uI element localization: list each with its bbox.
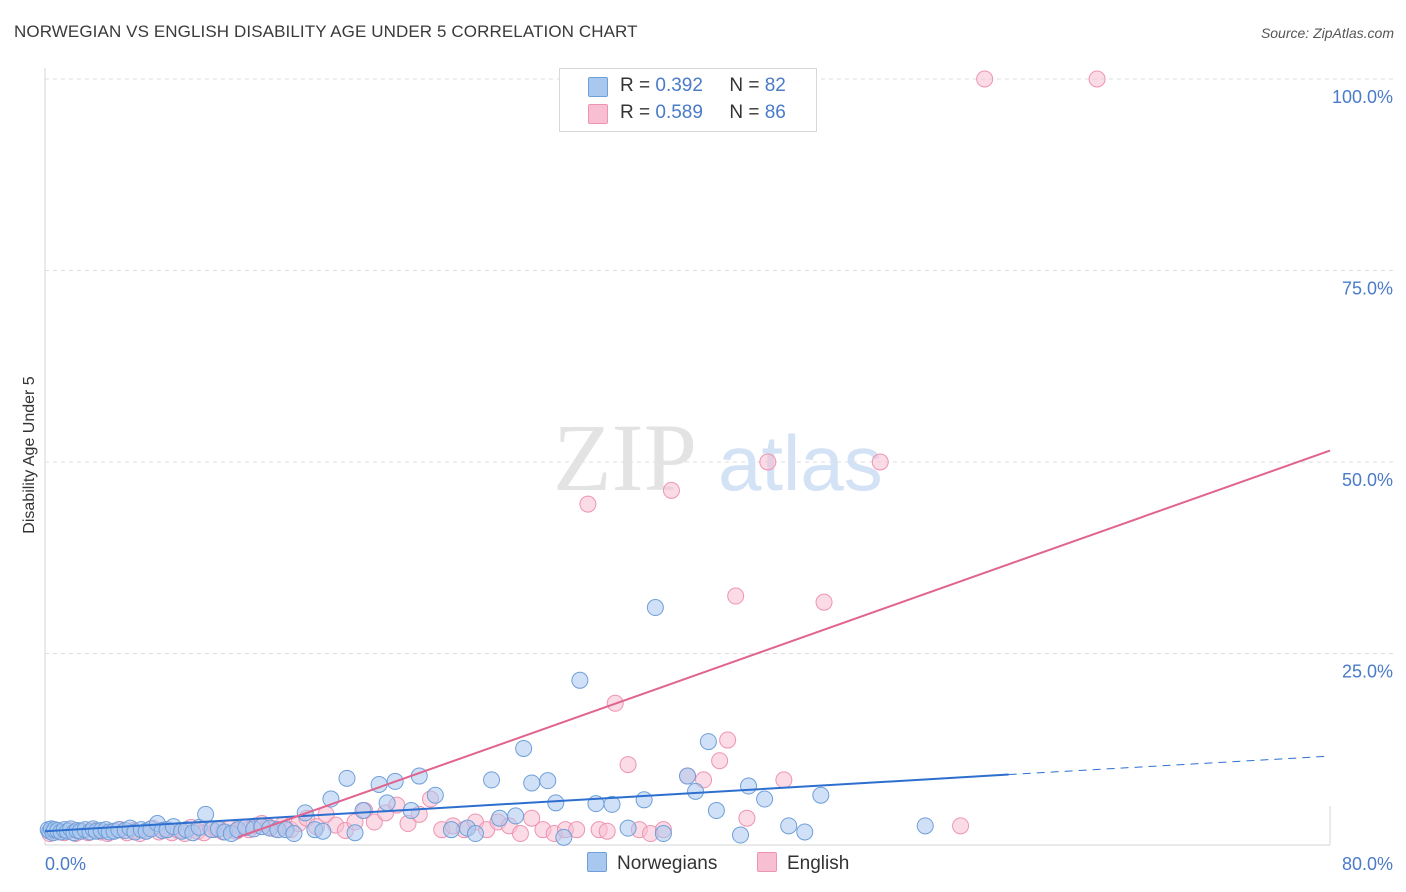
english-point — [1088, 70, 1106, 88]
y-tick-label: 100.0% — [1332, 87, 1393, 107]
norwegian-point — [646, 599, 664, 617]
legend-r-label: R = — [620, 75, 651, 96]
bottom-legend-english: English — [757, 852, 849, 875]
bottom-swatch-english — [757, 852, 777, 872]
english-point — [719, 731, 737, 749]
english-point — [815, 593, 833, 611]
norwegian-point — [740, 777, 758, 795]
y-tick-labels: 25.0% 50.0% 75.0% 100.0% — [1332, 87, 1393, 682]
english-point — [365, 813, 383, 831]
legend-r-label: R = — [620, 102, 651, 123]
norwegian-point — [780, 817, 798, 835]
x-tick-label: 0.0% — [45, 854, 86, 874]
norwegian-point — [916, 817, 934, 835]
norwegian-point — [515, 739, 533, 757]
norwegian-point — [539, 772, 557, 790]
watermark: ZIP atlas — [553, 404, 883, 511]
correlation-legend: R = 0.392 N = 82 R = 0.589 N = 86 — [559, 68, 817, 132]
norwegian-point — [603, 795, 621, 813]
english-point — [662, 481, 680, 499]
norwegian-point — [442, 821, 460, 839]
norwegian-point — [483, 771, 501, 789]
norwegian-point — [491, 809, 509, 827]
english-point — [711, 752, 729, 770]
english-point — [952, 817, 970, 835]
english-point — [775, 771, 793, 789]
norwegian-point — [796, 823, 814, 841]
legend-n-label: N = — [729, 102, 760, 123]
english-trend-line — [237, 449, 1331, 839]
norwegian-point — [812, 786, 830, 804]
legend-swatch-norwegians — [588, 77, 608, 97]
legend-r-norwegians: 0.392 — [655, 75, 703, 96]
norwegian-point — [378, 794, 396, 812]
english-point — [695, 771, 713, 789]
english-point — [568, 821, 586, 839]
norwegian-point — [354, 802, 372, 820]
x-tick-label: 80.0% — [1342, 854, 1393, 874]
gridlines — [45, 78, 1395, 654]
english-point — [759, 453, 777, 471]
norwegian-point — [426, 786, 444, 804]
english-point — [511, 825, 529, 843]
bottom-swatch-norwegians — [587, 852, 607, 872]
legend-n-english: 86 — [764, 102, 786, 123]
bottom-legend-label-norwegians: Norwegians — [617, 853, 718, 874]
norwegian-points — [39, 599, 934, 846]
watermark-atlas: atlas — [718, 419, 883, 507]
english-point — [727, 587, 745, 605]
norwegian-point — [687, 782, 705, 800]
y-tick-label: 75.0% — [1342, 279, 1393, 299]
trend-lines — [44, 449, 1331, 839]
english-point — [871, 453, 889, 471]
norwegian-point — [555, 828, 573, 846]
norwegian-point — [285, 825, 303, 843]
english-point — [619, 756, 637, 774]
legend-r-english: 0.589 — [655, 102, 703, 123]
chart-title: NORWEGIAN VS ENGLISH DISABILITY AGE UNDE… — [14, 22, 638, 41]
norwegian-point — [635, 791, 653, 809]
english-point — [579, 495, 597, 513]
y-tick-label: 50.0% — [1342, 470, 1393, 490]
norwegian-point — [654, 825, 672, 843]
norwegian-point — [571, 671, 589, 689]
bottom-legend-norwegians: Norwegians — [587, 852, 717, 875]
legend-swatch-english — [588, 104, 608, 124]
axes — [44, 68, 1331, 846]
norwegian-point — [466, 825, 484, 843]
norwegian-point — [699, 733, 717, 751]
norwegian-point — [619, 819, 637, 837]
norwegian-trend-line — [44, 773, 1009, 833]
norwegian-point — [756, 790, 774, 808]
norwegian-point — [547, 794, 565, 812]
norwegian-point — [346, 824, 364, 842]
norwegian-point — [707, 802, 725, 820]
source-credit: Source: ZipAtlas.com — [1260, 25, 1394, 41]
norwegian-point — [679, 767, 696, 785]
norwegian-trend-extension — [1008, 755, 1331, 776]
norwegian-point — [732, 826, 750, 844]
bottom-legend-label-english: English — [787, 853, 850, 874]
norwegian-point — [338, 769, 356, 787]
english-point — [598, 822, 616, 840]
norwegian-point — [197, 805, 215, 823]
y-tick-label: 25.0% — [1342, 662, 1393, 682]
english-point — [976, 70, 994, 88]
legend-n-label: N = — [729, 75, 760, 96]
norwegian-point — [314, 822, 332, 840]
legend-n-norwegians: 82 — [764, 75, 786, 96]
english-point — [738, 809, 756, 827]
y-axis-label: Disability Age Under 5 — [21, 376, 38, 534]
x-tick-labels: 0.0% 80.0% — [45, 854, 1393, 874]
norwegian-point — [507, 807, 525, 825]
norwegian-point — [523, 774, 541, 792]
